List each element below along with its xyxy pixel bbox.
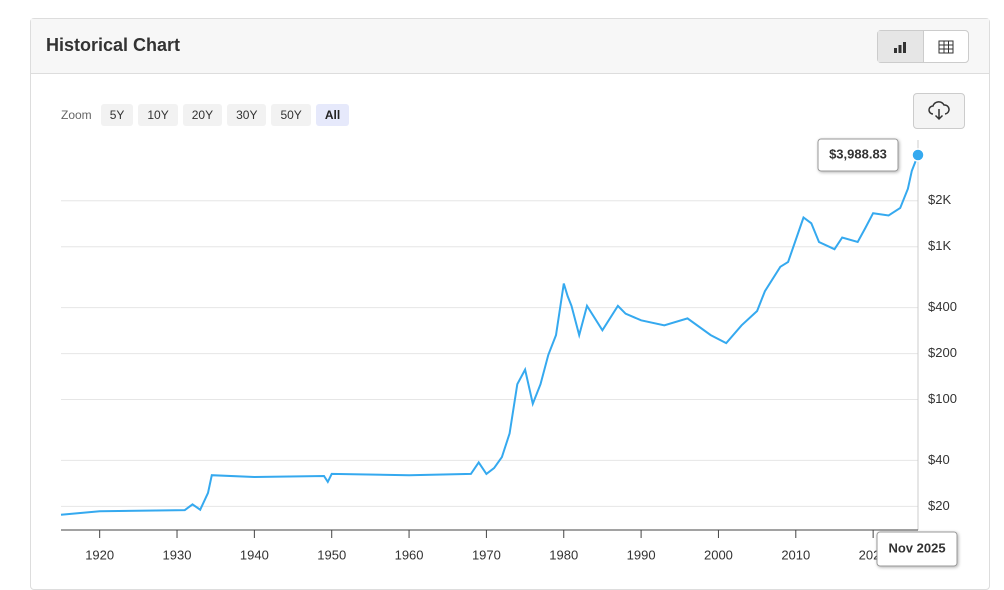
x-tick-label: 2010 xyxy=(781,547,810,562)
tooltip-box xyxy=(817,138,899,172)
x-tick-label: 1970 xyxy=(472,547,501,562)
zoom-button[interactable]: 50Y xyxy=(271,104,311,126)
y-tick-label: $200 xyxy=(928,345,957,360)
price-line xyxy=(60,154,919,516)
x-tick-label: 1990 xyxy=(627,547,656,562)
x-tick-label: 1930 xyxy=(163,547,192,562)
x-tick-label: 1950 xyxy=(317,547,346,562)
chart: $20 $40 $100 $200 $400 $1K $2K 1920 1930 1940 1950… xyxy=(60,138,958,567)
page: Historical Chart Zoom 5Y 10Y 20Y 30Y 50Y All $… xyxy=(30,18,990,590)
x-tick-label: 1940 xyxy=(240,547,269,562)
x-tick-label: 1920 xyxy=(85,547,114,562)
header: Historical Chart xyxy=(31,19,989,74)
download-button[interactable] xyxy=(913,93,965,129)
date-label: Nov 2025 xyxy=(888,540,945,555)
y-tick-label: $100 xyxy=(928,391,957,406)
x-tick-label: 1960 xyxy=(395,547,424,562)
y-tick-label: $40 xyxy=(928,452,950,467)
y-tick-label: $1K xyxy=(928,238,951,253)
zoom-button[interactable]: All xyxy=(315,104,350,126)
date-box xyxy=(876,531,958,567)
last-point xyxy=(911,148,925,162)
card: Historical Chart Zoom 5Y 10Y 20Y 30Y 50Y All xyxy=(30,18,990,590)
x-tick-label: 1980 xyxy=(549,547,578,562)
tooltip-value: $3,988.83 xyxy=(829,146,887,161)
zoom-button[interactable]: 20Y xyxy=(182,104,223,126)
y-tick-label: $20 xyxy=(928,498,950,513)
zoom-bar: Zoom 5Y 10Y 20Y 30Y 50Y All xyxy=(61,104,350,126)
zoom-button[interactable]: 30Y xyxy=(227,104,267,126)
chart-view-button[interactable] xyxy=(878,31,924,62)
card-title: Historical Chart xyxy=(46,35,181,55)
zoom-button[interactable]: 5Y xyxy=(100,104,134,126)
zoom-button[interactable]: 10Y xyxy=(138,104,178,126)
view-toggle xyxy=(877,30,969,63)
table-view-button[interactable] xyxy=(924,31,969,62)
x-tick-label: 2000 xyxy=(704,547,733,562)
y-tick-label: $2K xyxy=(928,192,951,207)
y-tick-label: $400 xyxy=(928,299,957,314)
zoom-label: Zoom xyxy=(61,108,92,122)
